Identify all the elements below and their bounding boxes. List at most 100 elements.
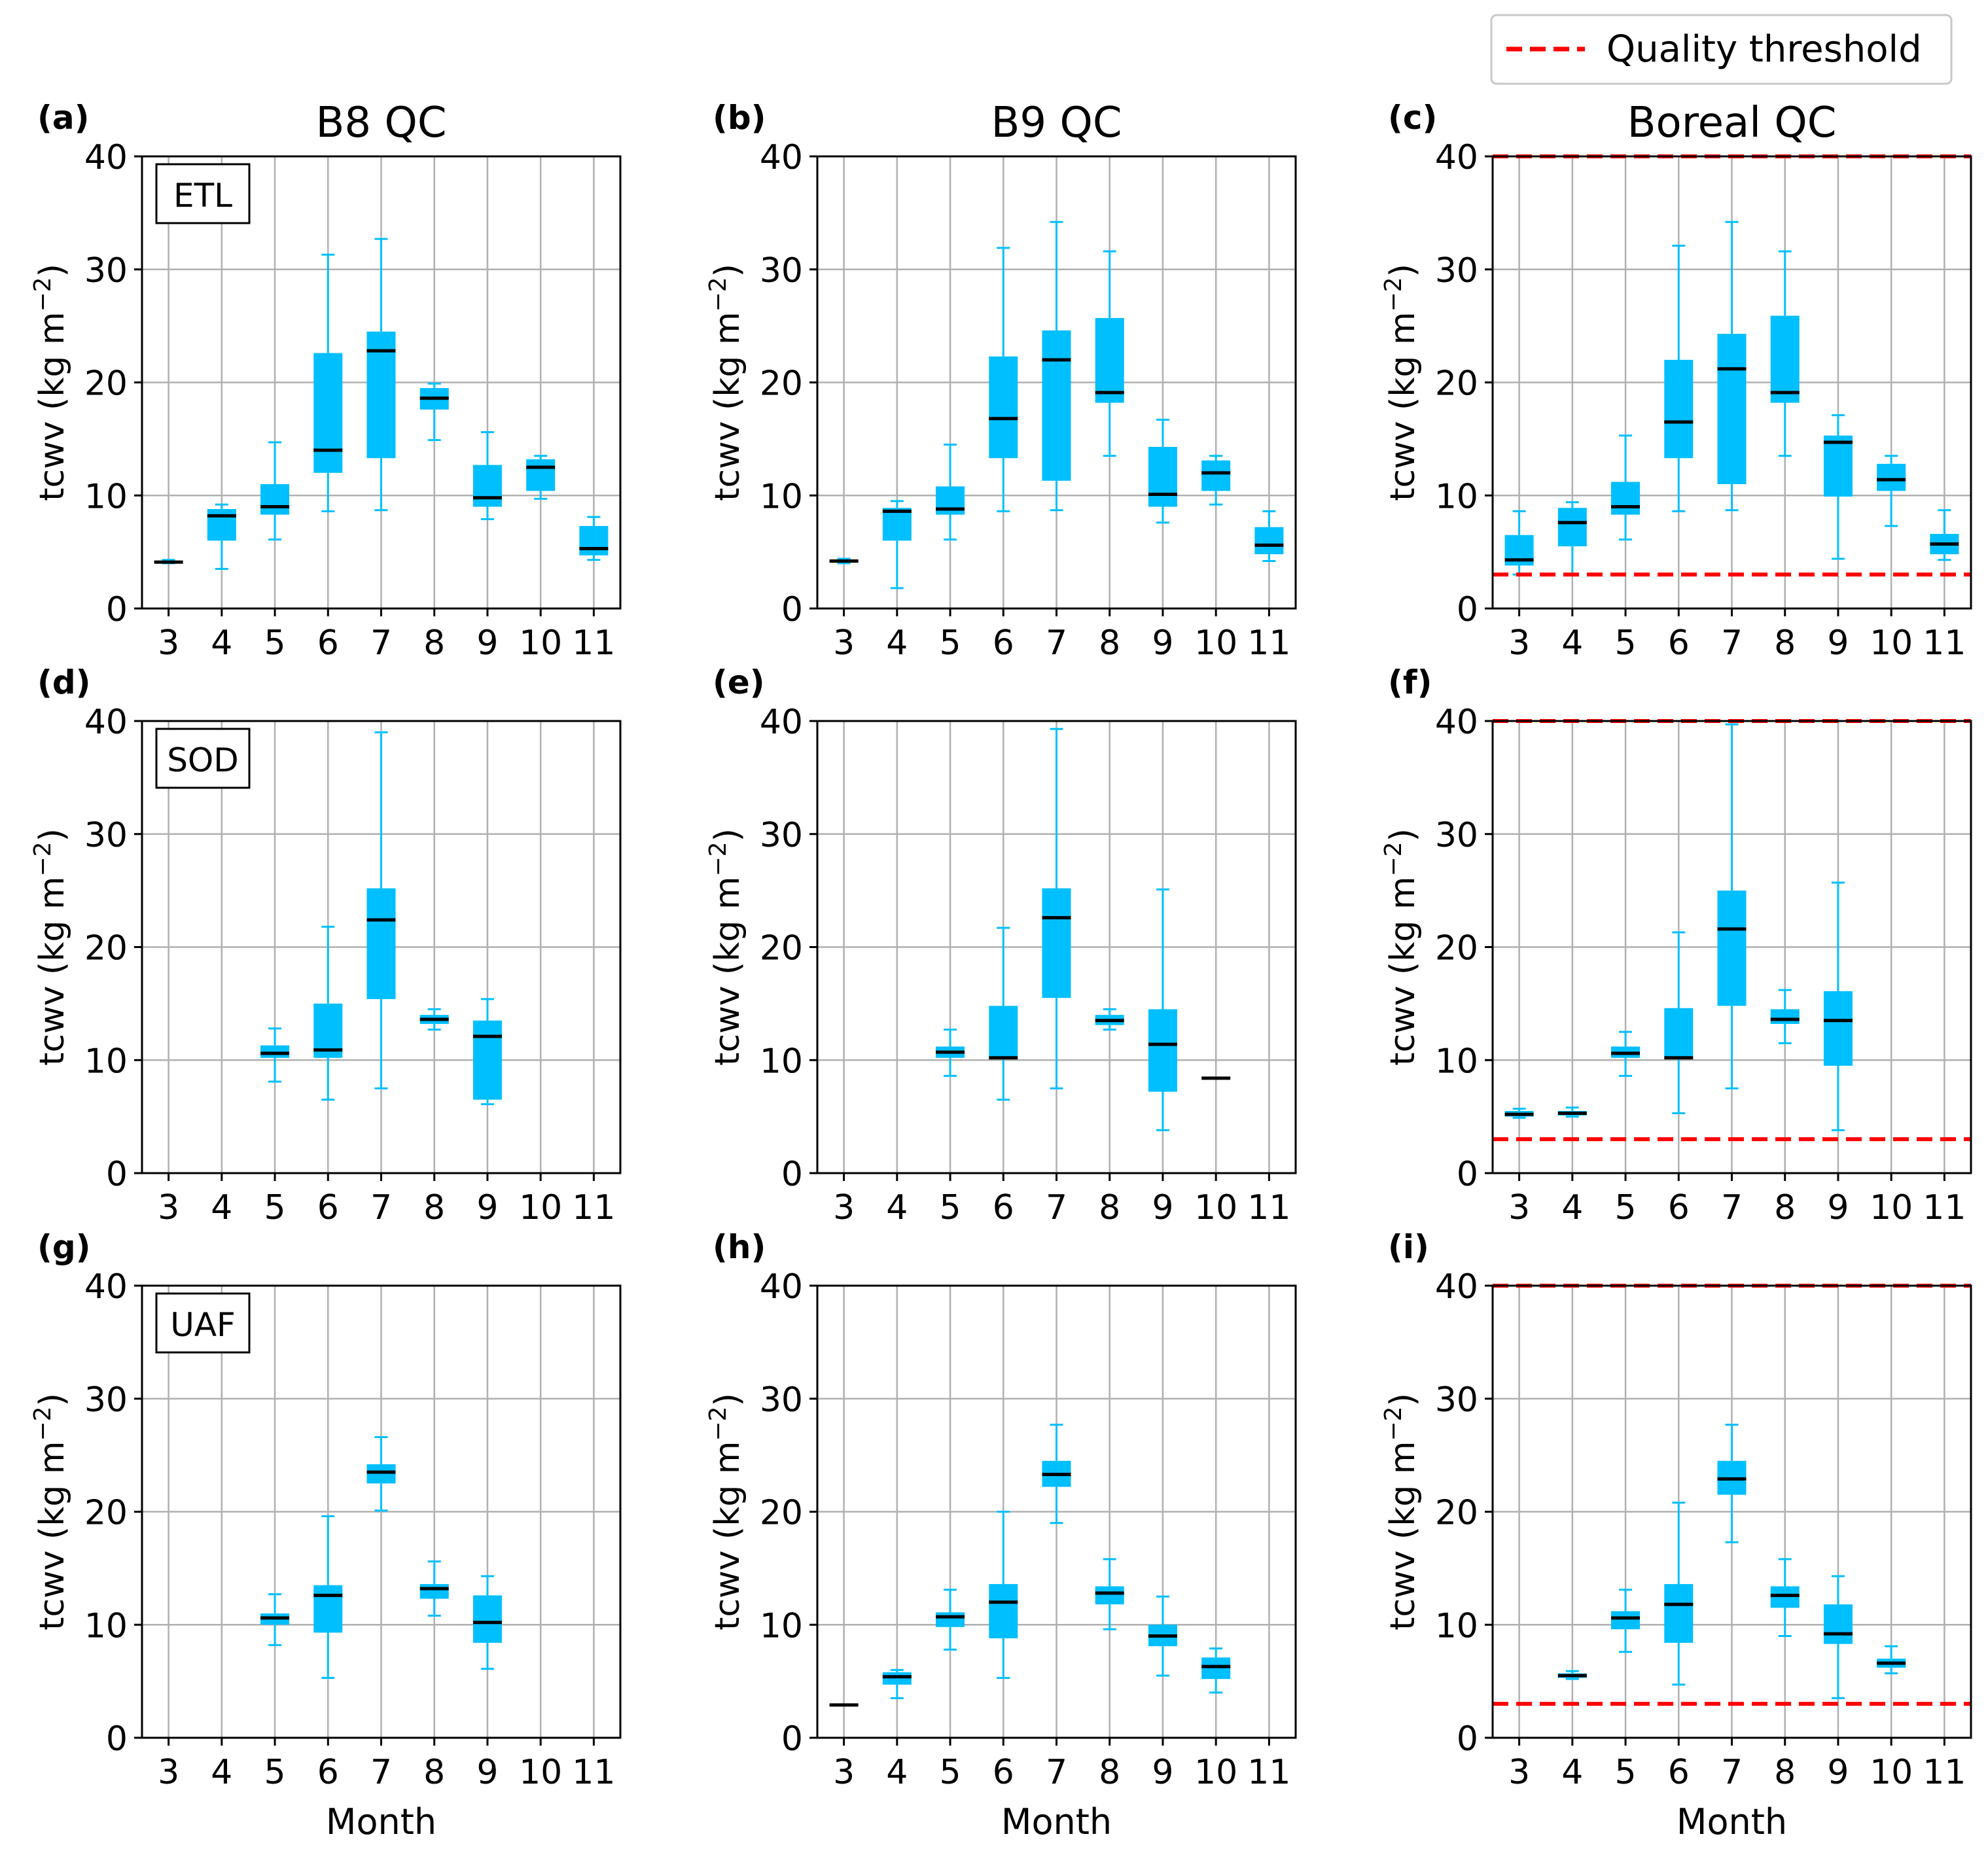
x-tick-label: 4 <box>886 1753 908 1792</box>
y-tick-label: 40 <box>760 1267 803 1307</box>
x-tick-label: 7 <box>1046 624 1067 663</box>
column-title: B8 QC <box>315 99 446 147</box>
box-iqr <box>1201 1657 1231 1680</box>
panel-g: 0 10 20 30 40 3 4 5 6 7 8 9 10 11 tcwv (kg m−2) Month (g… <box>29 1228 622 1842</box>
x-tick-label: 8 <box>1774 1753 1796 1792</box>
x-tick-label: 6 <box>317 1753 339 1792</box>
y-axis-label-exponent: −2 <box>705 277 732 311</box>
x-tick-label: 5 <box>940 1188 961 1227</box>
y-axis-label: tcwv (kg m−2) <box>29 828 72 1066</box>
x-axis-label: Month <box>1677 1801 1787 1842</box>
y-axis-label-close: ) <box>33 264 72 277</box>
box-iqr <box>1095 1586 1124 1605</box>
y-tick-label: 10 <box>84 1606 128 1646</box>
y-tick-label: 0 <box>106 590 128 629</box>
x-tick-label: 7 <box>370 1753 392 1792</box>
legend-label: Quality threshold <box>1606 28 1922 71</box>
x-tick-label: 3 <box>1508 624 1530 663</box>
y-tick-label: 30 <box>760 1381 803 1420</box>
x-tick-label: 3 <box>833 1753 855 1792</box>
y-tick-label: 40 <box>84 138 128 177</box>
x-tick-label: 8 <box>423 1753 445 1792</box>
y-axis-label: tcwv (kg m−2) <box>1380 264 1423 501</box>
box-iqr <box>882 508 912 541</box>
box-iqr <box>1717 890 1747 1006</box>
x-tick-label: 4 <box>886 624 908 663</box>
panel-a: 0 10 20 30 40 3 4 5 6 7 8 9 10 11 tcwv (kg m−2) (a) B8 Q… <box>29 99 622 663</box>
x-tick-label: 8 <box>1099 1753 1120 1792</box>
y-tick-label: 30 <box>84 1381 128 1420</box>
x-tick-label: 7 <box>370 1188 392 1227</box>
panel-label: (a) <box>37 99 89 137</box>
x-tick-label: 4 <box>211 1188 232 1227</box>
y-axis-label-close: ) <box>708 828 747 841</box>
x-tick-label: 3 <box>833 624 855 663</box>
x-tick-label: 11 <box>1923 1753 1966 1792</box>
x-tick-label: 4 <box>211 1753 232 1792</box>
x-tick-label: 3 <box>158 1753 179 1792</box>
y-tick-label: 40 <box>1435 1267 1478 1307</box>
panel-e: 0 10 20 30 40 3 4 5 6 7 8 9 10 11 tcwv (kg m−2) (e) <box>705 663 1297 1227</box>
box-iqr <box>366 331 396 459</box>
y-axis-label-close: ) <box>708 264 747 277</box>
x-tick-label: 6 <box>1668 1188 1690 1227</box>
x-tick-label: 5 <box>264 624 286 663</box>
y-tick-label: 30 <box>760 816 803 855</box>
y-axis-label-close: ) <box>33 1393 72 1406</box>
y-tick-label: 20 <box>84 929 128 968</box>
x-tick-label: 7 <box>1046 1753 1067 1792</box>
x-tick-label: 10 <box>1194 1753 1237 1792</box>
station-label: SOD <box>167 741 239 779</box>
y-tick-label: 40 <box>84 1267 128 1307</box>
panel-label: (h) <box>713 1228 766 1266</box>
x-tick-label: 7 <box>1721 1188 1743 1227</box>
box-iqr <box>366 1464 396 1484</box>
x-tick-label: 3 <box>833 1188 855 1227</box>
x-tick-label: 10 <box>519 624 562 663</box>
panel-label: (b) <box>713 99 766 137</box>
box-iqr <box>579 525 609 555</box>
x-tick-label: 7 <box>1046 1188 1067 1227</box>
box-iqr <box>1042 888 1071 998</box>
y-tick-label: 0 <box>1457 590 1478 629</box>
y-axis-label: tcwv (kg m−2) <box>1380 1393 1423 1630</box>
x-tick-label: 5 <box>264 1753 286 1792</box>
y-tick-label: 30 <box>84 816 128 855</box>
y-tick-label: 40 <box>760 138 803 177</box>
x-tick-label: 3 <box>1508 1188 1530 1227</box>
y-tick-label: 0 <box>781 590 803 629</box>
x-tick-label: 7 <box>1721 1753 1743 1792</box>
x-tick-label: 6 <box>1668 1753 1690 1792</box>
y-tick-label: 40 <box>84 703 128 742</box>
panel-d: 0 10 20 30 40 3 4 5 6 7 8 9 10 11 tcwv (kg m−2) (d) SOD <box>29 663 622 1227</box>
y-axis-label-close: ) <box>1383 1393 1423 1406</box>
y-axis-label: tcwv (kg m−2) <box>1380 828 1423 1066</box>
y-axis-label-exponent: −2 <box>705 1406 732 1441</box>
y-axis-label-exponent: −2 <box>705 841 732 876</box>
box-iqr <box>1770 1586 1800 1608</box>
y-tick-label: 20 <box>760 929 803 968</box>
box-iqr <box>989 1006 1018 1057</box>
y-tick-label: 10 <box>760 1042 803 1081</box>
box-iqr <box>1823 435 1853 497</box>
x-axis-label: Month <box>326 1801 436 1842</box>
x-tick-label: 10 <box>519 1188 562 1227</box>
y-tick-label: 40 <box>1435 138 1478 177</box>
x-tick-label: 9 <box>1152 624 1173 663</box>
x-tick-label: 10 <box>1870 624 1913 663</box>
x-tick-label: 4 <box>1561 624 1583 663</box>
x-tick-label: 11 <box>1247 1753 1290 1792</box>
x-tick-label: 8 <box>423 624 445 663</box>
legend-frame <box>1490 14 1953 85</box>
station-label: ETL <box>173 177 232 215</box>
y-axis-label-exponent: −2 <box>1380 1406 1407 1441</box>
x-tick-label: 9 <box>476 1753 498 1792</box>
y-axis-label: tcwv (kg m−2) <box>29 1393 72 1630</box>
box-iqr <box>1201 460 1231 491</box>
column-title: B9 QC <box>991 99 1122 147</box>
y-axis-label-exponent: −2 <box>29 277 56 311</box>
box-iqr <box>1095 318 1124 403</box>
station-frame <box>155 1292 251 1354</box>
y-axis-label: tcwv (kg m−2) <box>705 264 747 501</box>
